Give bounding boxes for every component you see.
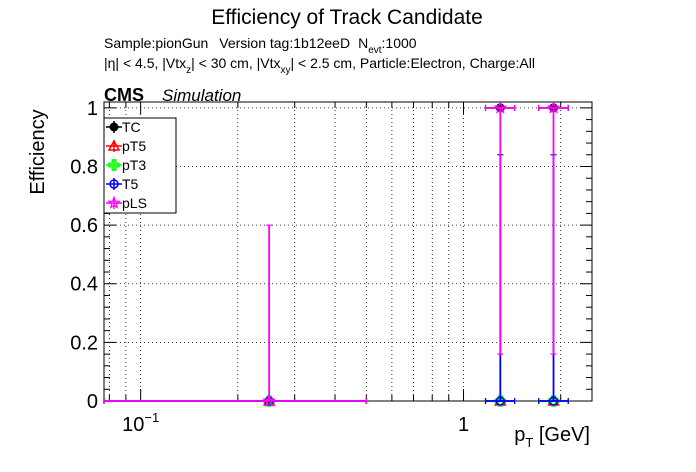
y-tick-label: 0.4 (70, 274, 98, 296)
y-tick-label: 0 (87, 391, 98, 413)
legend-entry-tc: TC (106, 119, 141, 135)
legend: TC pT5 pT3 T5 pLS (106, 119, 147, 211)
data-point (546, 100, 561, 114)
x-axis-label: pT [GeV] (514, 424, 590, 450)
y-tick-label: 0.8 (70, 156, 98, 178)
legend-marker (109, 122, 119, 132)
data-point (495, 396, 506, 406)
subtitle-sample: Sample:pionGun (104, 35, 208, 51)
data-point (547, 395, 560, 407)
subtitle-mid: | < 30 cm, |Vtx (191, 55, 280, 71)
legend-entry-pls: pLS (106, 195, 147, 211)
subtitle-nevt-sub: evt (368, 45, 382, 56)
data-point (494, 395, 507, 407)
x-tick-label: 10−1 (122, 410, 159, 436)
y-tick-label: 0.6 (70, 215, 98, 237)
plot-frame (103, 101, 593, 402)
y-tick-label: 0.2 (70, 332, 98, 354)
subtitle-line-1: Sample:pionGun Version tag:1b12eeD Nevt:10… (104, 35, 417, 56)
data-point (493, 100, 508, 114)
legend-entry-pt3: pT3 (106, 157, 146, 173)
subtitle-version: Version tag:1b12eeD (219, 35, 350, 51)
legend-marker (109, 179, 119, 189)
grid-lines (104, 102, 592, 402)
legend-marker (108, 159, 120, 171)
y-tick-label: 1 (87, 98, 98, 120)
series-pls (103, 100, 569, 407)
x-axis-label-unit: [GeV] (533, 424, 590, 446)
data-point (548, 396, 559, 406)
legend-label: pT5 (122, 138, 146, 154)
data-point (262, 393, 276, 407)
subtitle-xy-sub: xy (280, 65, 290, 76)
axis-ticks (104, 102, 592, 402)
subtitle-z-sub: z (186, 65, 191, 76)
simulation-label: Simulation (162, 86, 241, 105)
legend-label: T5 (122, 176, 139, 192)
legend-label: pLS (122, 195, 147, 211)
legend-marker (107, 139, 121, 151)
x-tick-label: 1 (458, 414, 469, 436)
x-axis-label-sub: T (525, 435, 533, 450)
legend-label: pT3 (122, 157, 146, 173)
subtitle-nevt-prefix: N (358, 35, 368, 51)
subtitle-line-2: |η| < 4.5, |Vtxz| < 30 cm, |Vtxxy| < 2.5… (104, 55, 535, 76)
tick-labels: 0 0.2 0.4 0.6 0.8 1 10−1 1 (70, 98, 469, 436)
legend-entry-t5: T5 (106, 176, 139, 192)
legend-entry-pt5: pT5 (106, 138, 146, 154)
subtitle-nevt-value: :1000 (382, 35, 417, 51)
subtitle-rest: | < 2.5 cm, Particle:Electron, Charge:Al… (290, 55, 534, 71)
subtitle-eta: |η| < 4.5, |Vtx (104, 55, 186, 71)
data-marks (103, 100, 569, 407)
x-axis-label-main: p (514, 424, 525, 446)
y-axis-label: Efficiency (27, 109, 49, 194)
cms-label: CMS (104, 85, 144, 105)
chart-title: Efficiency of Track Candidate (211, 6, 483, 29)
legend-label: TC (122, 119, 141, 135)
legend-marker (107, 195, 121, 209)
